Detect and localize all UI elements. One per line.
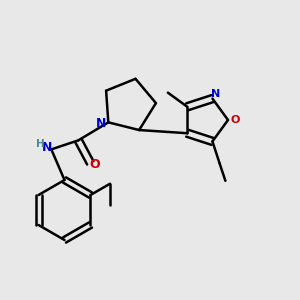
Text: N: N (211, 89, 220, 99)
Text: N: N (42, 141, 52, 154)
Text: O: O (89, 158, 100, 171)
Text: H: H (35, 139, 44, 149)
Text: N: N (96, 117, 106, 130)
Text: O: O (231, 115, 240, 125)
